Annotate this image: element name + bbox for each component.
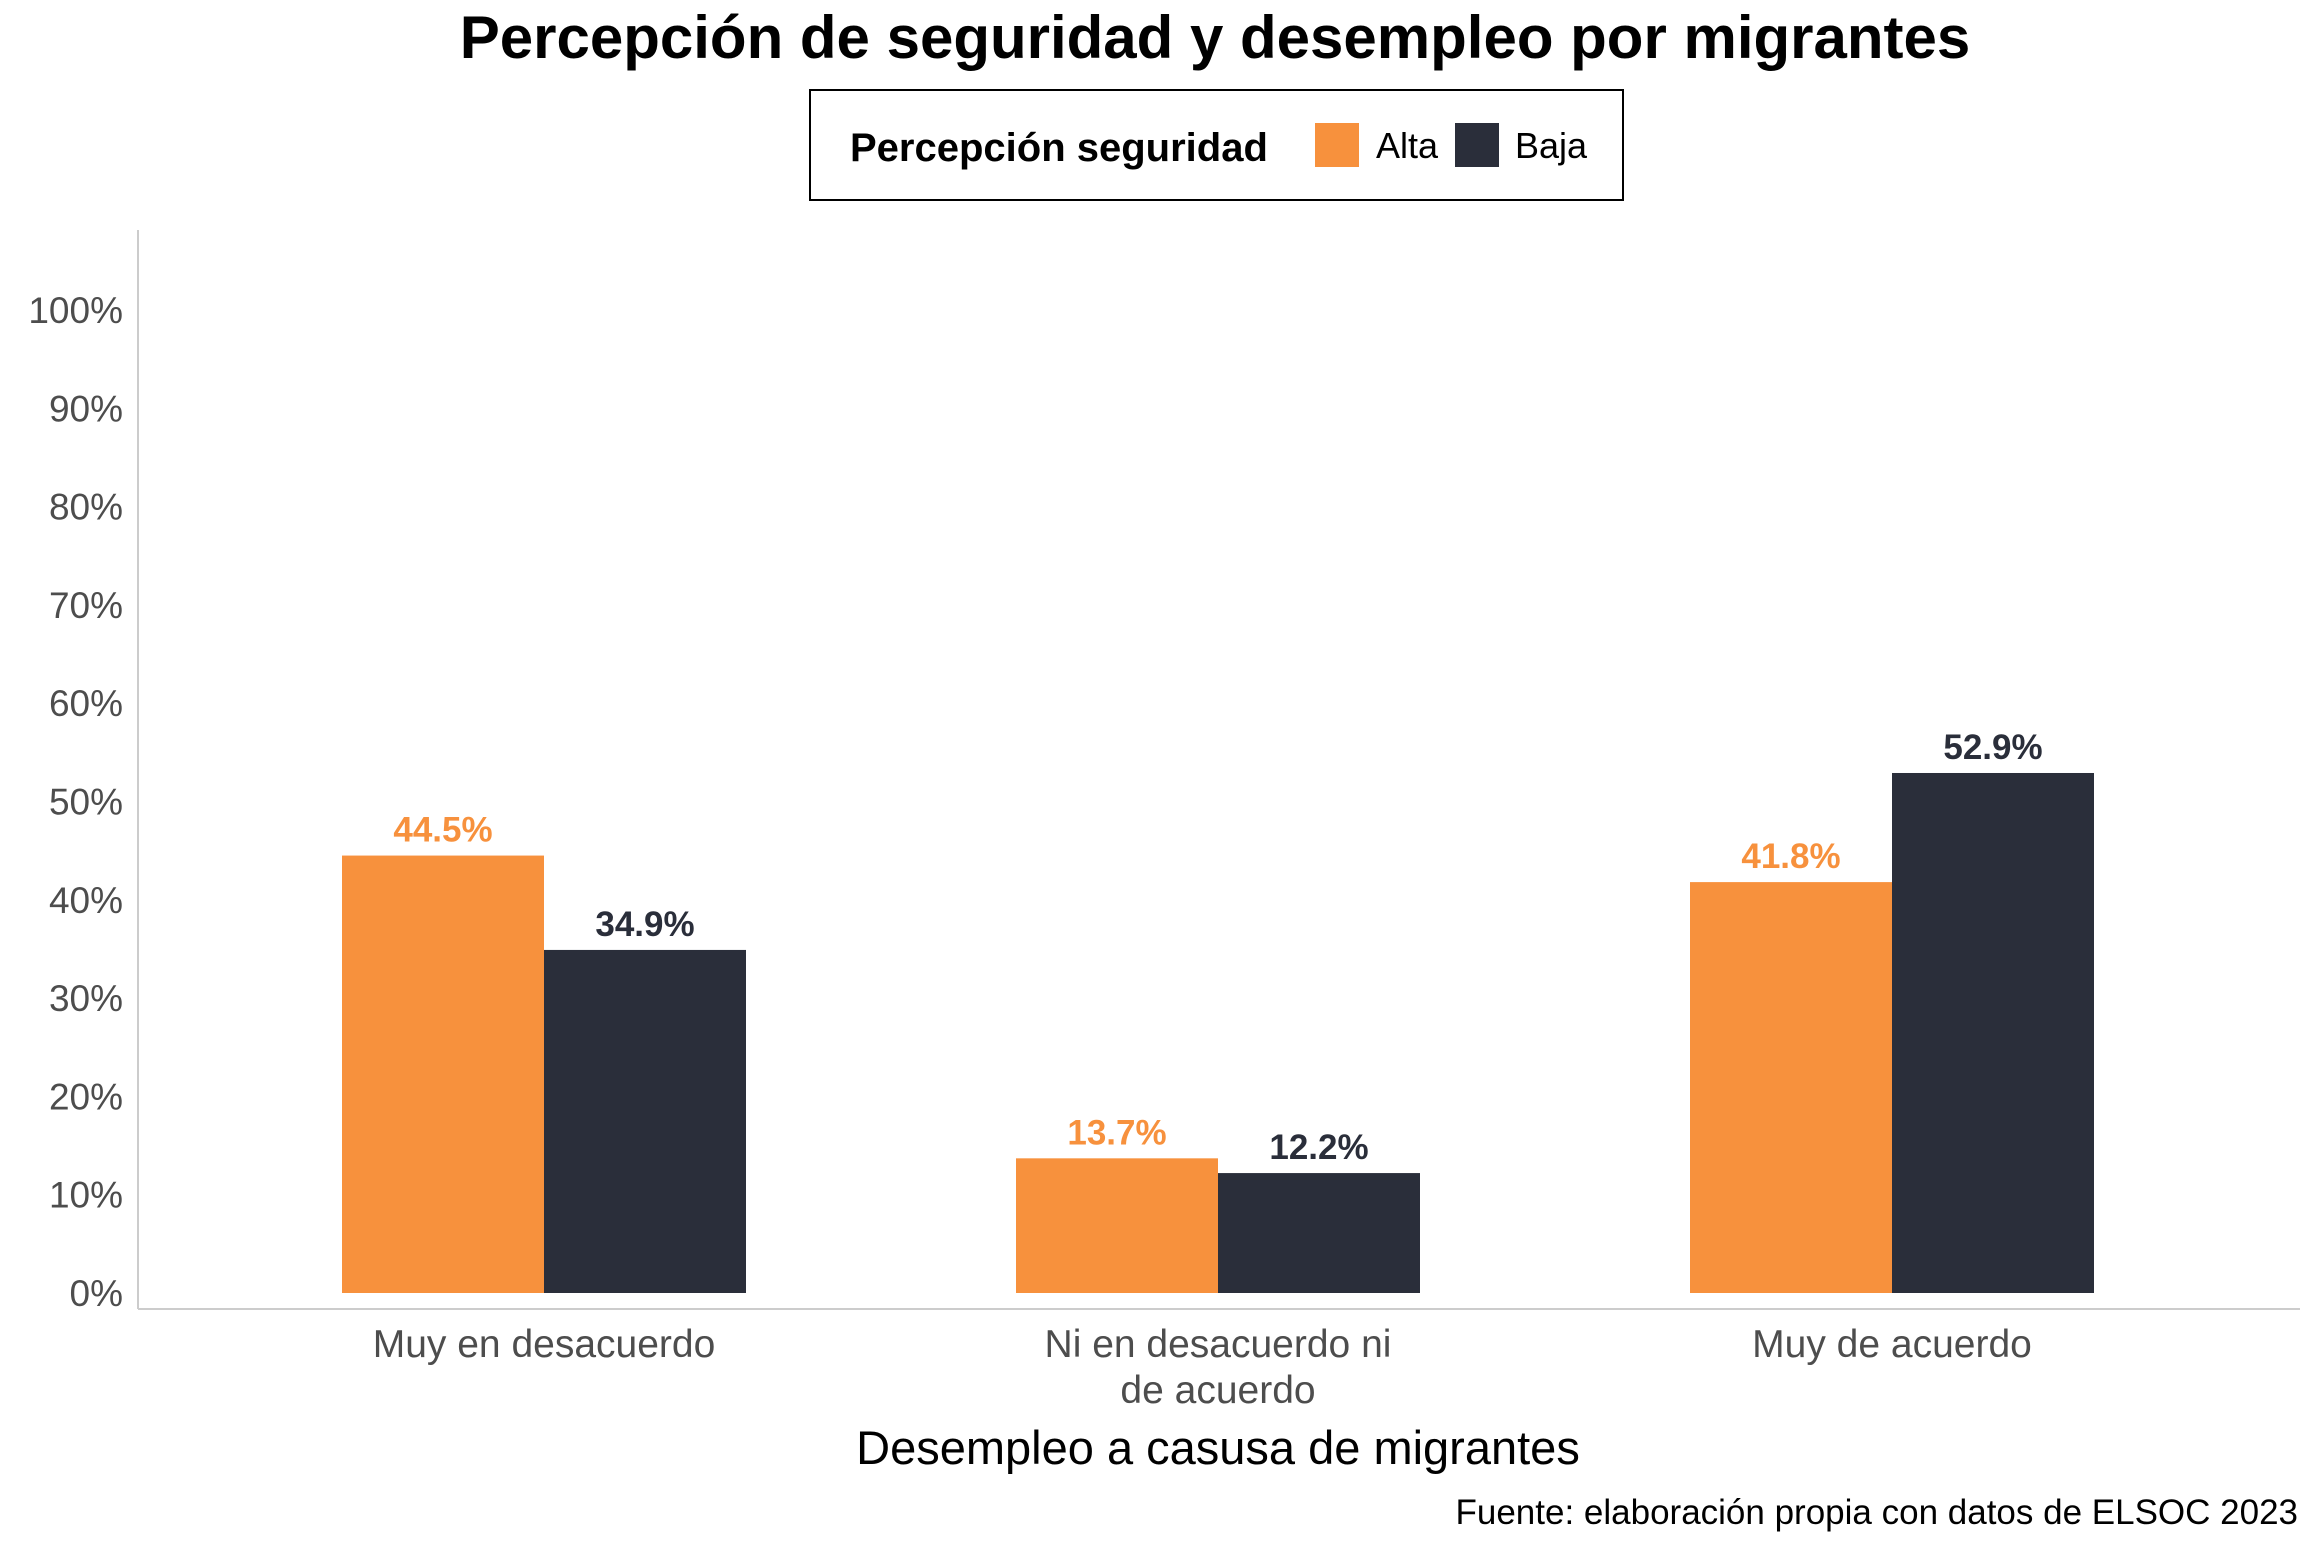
y-axis: 0% 10% 20% 30% 40% 50% 60% 70% 80% 90% 100% xyxy=(28,230,139,1314)
y-tick-label: 0% xyxy=(70,1273,123,1314)
x-tick-label-line: Ni en desacuerdo ni xyxy=(1045,1323,1392,1366)
x-axis: Muy en desacuerdo Ni en desacuerdo ni de a… xyxy=(138,1308,2300,1412)
y-tick-label: 10% xyxy=(49,1175,123,1216)
y-tick-label: 40% xyxy=(49,880,123,921)
bar-baja xyxy=(544,949,746,1293)
bar-value-label-alta: 13.7% xyxy=(1067,1113,1166,1152)
bar-value-label-alta: 41.8% xyxy=(1741,837,1840,876)
y-tick-label: 50% xyxy=(49,782,123,823)
y-tick-label: 80% xyxy=(49,487,123,528)
bar-value-label-alta: 44.5% xyxy=(393,811,492,850)
y-tick-label: 70% xyxy=(49,585,123,626)
legend-items: Alta Baja xyxy=(1315,123,1588,167)
bar-value-label-baja: 34.9% xyxy=(595,905,694,944)
bar-baja xyxy=(1218,1173,1420,1293)
y-tick-label: 100% xyxy=(28,290,123,331)
x-tick-labels: Muy en desacuerdo Ni en desacuerdo ni de a… xyxy=(373,1323,2032,1412)
chart-caption: Fuente: elaboración propia con datos de … xyxy=(1455,1493,2298,1532)
legend-label-alta: Alta xyxy=(1376,125,1439,166)
x-axis-title: Desempleo a casusa de migrantes xyxy=(856,1421,1580,1474)
bar-value-label-baja: 12.2% xyxy=(1269,1128,1368,1167)
x-tick-label: Ni en desacuerdo ni de acuerdo xyxy=(1045,1323,1392,1412)
legend-swatch-baja xyxy=(1455,123,1499,167)
bar-alta xyxy=(1016,1158,1218,1293)
chart-title: Percepción de seguridad y desempleo por … xyxy=(460,4,1970,71)
bar-alta xyxy=(1690,882,1892,1293)
y-tick-label: 30% xyxy=(49,978,123,1019)
y-tick-label: 20% xyxy=(49,1076,123,1117)
bar-value-label-baja: 52.9% xyxy=(1943,728,2042,767)
legend-swatch-alta xyxy=(1315,123,1359,167)
bar-labels: 44.5% 13.7% 41.8% 34.9% 12.2% 52.9% xyxy=(393,728,2042,1167)
y-tick-label: 90% xyxy=(49,388,123,429)
bar-baja xyxy=(1892,772,2094,1293)
y-tick-labels: 0% 10% 20% 30% 40% 50% 60% 70% 80% 90% 100% xyxy=(28,290,123,1314)
bars xyxy=(342,772,2094,1293)
x-tick-label-line: de acuerdo xyxy=(1120,1369,1315,1412)
x-tick-label-line: Muy de acuerdo xyxy=(1752,1323,2032,1366)
y-tick-label: 60% xyxy=(49,683,123,724)
x-tick-label: Muy en desacuerdo xyxy=(373,1323,716,1366)
legend: Percepción seguridad Alta Baja xyxy=(809,89,1624,201)
legend-title: Percepción seguridad xyxy=(850,126,1268,170)
bar-alta xyxy=(342,855,544,1293)
legend-label-baja: Baja xyxy=(1515,125,1588,166)
x-tick-label: Muy de acuerdo xyxy=(1752,1323,2032,1366)
x-tick-label-line: Muy en desacuerdo xyxy=(373,1323,716,1366)
